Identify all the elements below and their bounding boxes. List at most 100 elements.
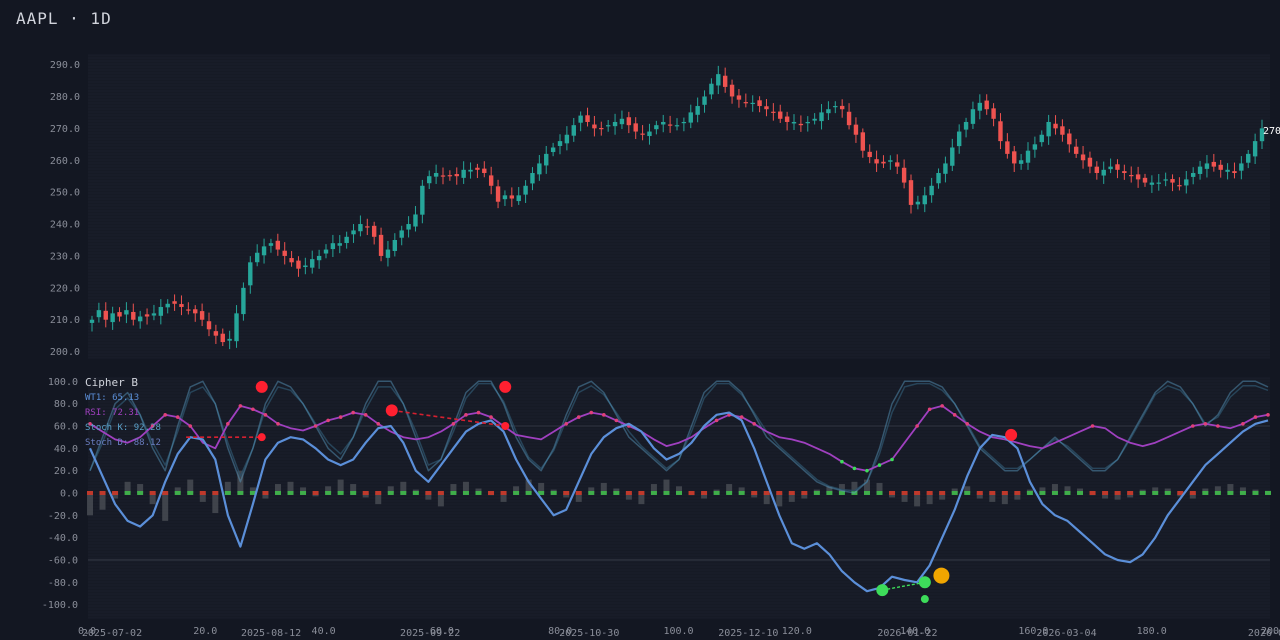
histogram-bar xyxy=(801,492,808,499)
candle-body xyxy=(1122,171,1127,174)
histogram-bar xyxy=(1189,492,1196,499)
index-tick-label: 160.0 xyxy=(1018,626,1048,637)
candle-body xyxy=(323,249,329,254)
histogram-zero-marker xyxy=(513,490,520,495)
candle-body xyxy=(268,243,274,246)
candle-body xyxy=(371,225,377,237)
candle-body xyxy=(454,174,459,177)
price-panel-bg xyxy=(88,55,1270,358)
candle-body xyxy=(950,147,955,166)
index-tick-label: 140.0 xyxy=(900,626,930,637)
price-tick-label: 250.0 xyxy=(50,188,80,199)
candle-body xyxy=(1094,166,1100,174)
rsi-overbought-dot xyxy=(489,415,493,419)
candle-body xyxy=(1025,150,1031,163)
histogram-zero-marker xyxy=(262,490,269,495)
histogram-bar xyxy=(538,482,545,493)
histogram-zero-marker xyxy=(1265,490,1271,495)
histogram-series xyxy=(87,470,1271,521)
candle-body xyxy=(310,259,315,268)
histogram-zero-marker xyxy=(914,490,921,495)
histogram-bar xyxy=(99,492,106,510)
date-tick-label: 2025-07-02 xyxy=(82,628,142,639)
candle-body xyxy=(124,310,129,315)
candle-body xyxy=(523,185,528,195)
histogram-bar xyxy=(87,492,93,516)
rsi-overbought-dot xyxy=(927,407,932,412)
histogram-bar xyxy=(876,482,883,493)
histogram-zero-marker xyxy=(738,490,745,495)
candle-body xyxy=(846,111,852,126)
rsi-oversold-dot xyxy=(865,468,869,473)
candle-body xyxy=(1018,160,1024,164)
rsi-overbought-dot xyxy=(714,418,719,423)
histogram-bar xyxy=(613,488,620,493)
candle-body xyxy=(970,109,976,124)
cipher-panel-title: Cipher B xyxy=(85,376,138,389)
histogram-zero-marker xyxy=(1127,490,1134,495)
candle-body xyxy=(977,102,983,111)
candle-body xyxy=(440,175,446,177)
candle-body xyxy=(1060,126,1065,135)
candle-body xyxy=(571,125,576,136)
histogram-zero-marker xyxy=(600,490,607,495)
rsi-overbought-dot xyxy=(965,421,970,426)
histogram-bar xyxy=(1164,488,1171,493)
candle-body xyxy=(1218,164,1223,170)
rsi-overbought-dot xyxy=(752,421,756,426)
signal-markers xyxy=(186,380,1018,604)
rsi-overbought-dot xyxy=(589,410,594,415)
histogram-bar xyxy=(400,481,407,493)
histogram-zero-marker xyxy=(676,490,682,495)
candle-body xyxy=(908,180,914,205)
candle-body xyxy=(963,121,969,130)
candle-body xyxy=(248,262,253,286)
rsi-overbought-dot xyxy=(464,413,468,417)
candle-body xyxy=(1046,121,1051,137)
histogram-bar xyxy=(676,486,682,493)
histogram-bar xyxy=(788,492,795,502)
histogram-zero-marker xyxy=(325,490,332,495)
histogram-zero-marker xyxy=(563,490,570,495)
histogram-zero-marker xyxy=(989,490,996,495)
histogram-zero-marker xyxy=(650,490,657,495)
rsi-overbought-dot xyxy=(276,421,280,426)
wt1-line xyxy=(88,411,1269,593)
candle-body xyxy=(550,147,556,153)
cipher-y-axis: -100.0 -80.0 -60.0 -40.0 -20.0 0.0 20.0 40.0 60.… xyxy=(42,377,78,611)
candle-body xyxy=(936,173,941,184)
histogram-zero-marker xyxy=(801,490,808,495)
candle-body xyxy=(557,141,563,146)
index-tick-label: 0.0 xyxy=(78,626,96,637)
candle-body xyxy=(1239,163,1244,171)
candle-body xyxy=(1225,169,1230,172)
histogram-bar xyxy=(500,492,507,502)
candle-body xyxy=(1170,179,1175,183)
candle-body xyxy=(729,84,735,97)
candle-body xyxy=(530,173,535,184)
histogram-zero-marker xyxy=(813,490,820,495)
histogram-bar xyxy=(1152,487,1159,493)
candle-body xyxy=(798,123,804,126)
candle-body xyxy=(206,321,212,330)
candle-body xyxy=(158,306,164,316)
histogram-zero-marker xyxy=(575,490,582,495)
histogram-zero-marker xyxy=(550,490,557,495)
histogram-zero-marker xyxy=(1026,490,1033,495)
candle-body xyxy=(502,195,508,200)
candle-body xyxy=(922,195,927,205)
histogram-zero-marker xyxy=(350,490,357,495)
histogram-bar xyxy=(187,479,194,493)
index-tick-label: 40.0 xyxy=(312,626,336,637)
cipher-tick-label: -20.0 xyxy=(48,511,78,522)
histogram-zero-marker xyxy=(437,490,444,495)
histogram-zero-marker xyxy=(274,490,281,495)
sell-signal-dot xyxy=(255,380,268,393)
histogram-zero-marker xyxy=(1202,490,1209,495)
price-tick-label: 220.0 xyxy=(50,283,80,294)
histogram-bar xyxy=(588,487,595,493)
candle-body xyxy=(509,195,515,199)
candle-body xyxy=(895,162,900,167)
price-tick-label: 240.0 xyxy=(50,220,80,231)
